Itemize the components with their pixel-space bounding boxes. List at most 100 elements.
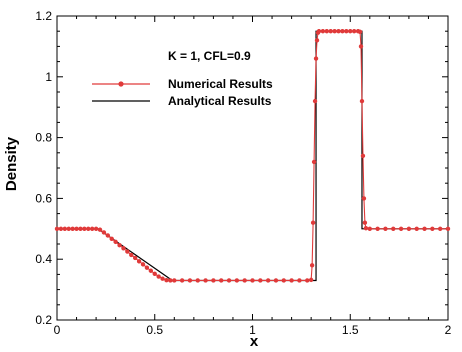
data-point-numerical-results [289,278,294,283]
data-point-numerical-results [311,159,317,165]
x-tick-label: 0 [54,323,61,337]
data-point-numerical-results [219,278,224,283]
y-axis-title: Density [3,136,20,191]
y-tick-label: 0.8 [35,131,52,145]
data-point-numerical-results [362,220,368,225]
data-point-numerical-results [375,226,380,232]
x-tick-label: 0.5 [146,323,163,337]
data-point-numerical-results [328,29,333,34]
data-point-numerical-results [351,29,357,34]
data-point-numerical-results [314,38,320,43]
data-point-numerical-results [308,277,314,283]
data-point-numerical-results [113,239,118,245]
data-point-numerical-results [136,259,142,264]
data-point-numerical-results [226,278,232,283]
data-point-numerical-results [125,249,130,254]
data-point-numerical-results [250,278,255,283]
data-point-numerical-results [211,278,216,283]
data-point-numerical-results [82,226,87,232]
data-point-numerical-results [358,44,364,49]
data-point-numerical-results [313,56,319,61]
data-point-numerical-results [160,276,165,281]
data-point-numerical-results [172,278,177,283]
data-point-numerical-results [406,226,412,232]
data-point-numerical-results [129,252,134,258]
data-point-numerical-results [281,278,286,283]
data-point-numerical-results [148,268,154,273]
data-point-numerical-results [367,226,372,232]
data-point-numerical-results [144,265,150,270]
legend: Numerical Results Analytical Results [92,77,273,108]
data-point-numerical-results [62,226,68,232]
data-point-numerical-results [309,263,315,268]
data-point-numerical-results [437,226,443,232]
data-point-numerical-results [340,29,345,34]
tick-labels: 0 0.5 1 1.5 2 0.2 0.4 0.6 0.8 1 1.2 [35,9,451,337]
plot-area-border [56,15,449,321]
data-point-numerical-results [168,278,173,283]
legend-label-analytical: Analytical Results [168,94,272,108]
data-point-numerical-results [86,226,91,232]
data-point-numerical-results [140,262,146,267]
y-tick-label: 0.6 [35,191,52,205]
data-point-numerical-results [187,278,193,283]
data-point-numerical-results [152,271,157,276]
legend-marker-numerical [118,81,124,87]
data-point-numerical-results [117,243,122,248]
data-point-numerical-results [344,29,349,34]
data-point-numerical-results [203,278,208,283]
data-point-numerical-results [297,278,302,283]
data-point-numerical-results [121,246,126,251]
x-tick-label: 1 [249,323,256,337]
data-point-numerical-results [93,226,99,232]
data-point-numerical-results [357,29,363,35]
data-point-numerical-results [312,98,318,104]
y-tick-label: 0.4 [35,252,52,266]
data-point-numerical-results [324,29,329,34]
axis-ticks [56,15,449,321]
data-point-numerical-results [320,29,326,34]
plot-frame [56,15,449,321]
data-point-numerical-results [422,226,427,232]
data-point-numerical-results [156,274,161,279]
data-point-numerical-results [54,226,60,232]
data-point-numerical-results [332,29,337,34]
data-point-numerical-results [310,220,316,225]
legend-label-numerical: Numerical Results [168,77,273,91]
data-point-numerical-results [242,278,247,283]
data-point-numerical-results [430,226,435,232]
data-point-numerical-results [305,278,310,283]
data-point-numerical-results [383,226,388,232]
data-point-numerical-results [101,230,107,235]
data-point-numerical-results [74,226,79,232]
data-point-numerical-results [58,226,64,232]
data-point-numerical-results [273,278,279,283]
data-point-numerical-results [336,29,341,34]
data-point-numerical-results [316,29,322,34]
data-point-numerical-results [133,255,138,261]
y-tick-label: 1 [45,70,52,84]
data-point-numerical-results [258,278,263,283]
data-point-numerical-results [105,233,111,238]
x-axis-title: x [250,333,259,350]
data-point-numerical-results [179,278,185,283]
data-point-numerical-results [265,278,271,283]
data-point-numerical-results [348,29,353,34]
x-tick-label: 2 [445,323,452,337]
data-point-numerical-results [414,226,419,232]
data-point-numerical-results [361,196,367,201]
data-point-numerical-results [78,226,83,232]
parameter-annotation: K = 1, CFL=0.9 [168,49,251,63]
x-tick-label: 1.5 [342,323,359,337]
y-tick-label: 1.2 [35,9,52,23]
series-layer [54,29,451,283]
data-point-numerical-results [359,98,365,104]
data-point-numerical-results [89,226,95,232]
data-point-numerical-results [164,277,169,283]
data-point-numerical-results [398,226,404,232]
data-point-numerical-results [66,226,71,232]
data-point-numerical-results [445,226,451,232]
data-point-numerical-results [234,278,240,283]
